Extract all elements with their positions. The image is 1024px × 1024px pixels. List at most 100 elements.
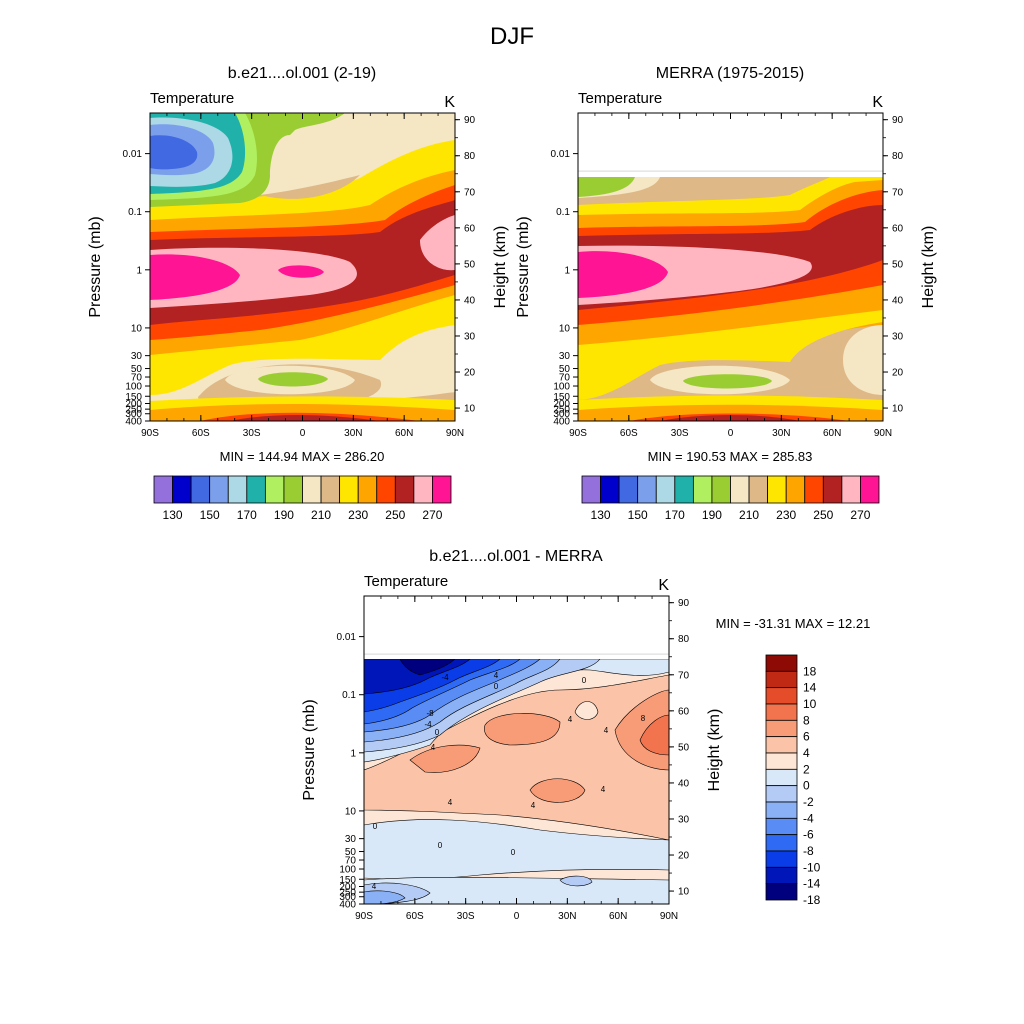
colorbar: 130 150 170 190 210 230 250 270 — [153, 475, 452, 522]
y-axis-title-right: Height (km) — [492, 226, 509, 309]
colorbar-swatch — [655, 475, 676, 504]
colorbar-label: 230 — [348, 508, 368, 522]
contour-label: 0 — [438, 841, 443, 850]
colorbar-swatch — [283, 475, 303, 504]
colorbar-label: -2 — [803, 795, 814, 809]
colorbar-label: 250 — [385, 508, 405, 522]
colorbar-swatch — [765, 834, 798, 852]
x-tick-label: 30N — [344, 428, 362, 439]
contour-label: 4 — [448, 798, 453, 807]
colorbar-swatch — [209, 475, 229, 504]
y-tick-label: 200 — [339, 882, 356, 893]
y-right-tick-label: 60 — [892, 223, 904, 234]
level-fill — [258, 372, 328, 387]
y-right-tick-label: 30 — [892, 331, 904, 342]
colorbar-label: 190 — [274, 508, 294, 522]
panel-subtitle-right: K — [444, 94, 455, 111]
y-right-tick-label: 50 — [892, 259, 904, 270]
y-right-tick-label: 70 — [678, 670, 690, 681]
panel-subtitle-left: Temperature — [578, 90, 662, 107]
level-fill — [578, 251, 668, 298]
colorbar-swatch — [581, 475, 601, 504]
contour-label: 4 — [372, 882, 377, 891]
contour-label: 4 — [568, 715, 573, 724]
colorbar-label: 10 — [803, 697, 817, 711]
colorbar-label: 270 — [422, 508, 442, 522]
contour-label: 0 — [511, 848, 516, 857]
y-axis-title-right: Height (km) — [920, 226, 937, 309]
y-tick-label: 150 — [125, 392, 142, 403]
y-tick-label: 70 — [559, 373, 571, 384]
contour-label: 0 — [373, 822, 378, 831]
y-tick-label: 30 — [131, 351, 143, 362]
y-right-tick-label: 50 — [678, 742, 690, 753]
x-tick-label: 60N — [609, 911, 627, 922]
colorbar-swatch — [302, 475, 322, 504]
colorbar-swatch — [804, 475, 824, 504]
level-fill — [278, 265, 324, 278]
colorbar: 130 150 170 190 210 230 250 270 — [581, 475, 880, 522]
contour-label: 0 — [435, 728, 440, 737]
y-tick-label: 300 — [339, 892, 356, 903]
x-tick-label: 90N — [446, 428, 464, 439]
level-fill — [574, 701, 599, 720]
colorbar-swatch — [765, 850, 798, 868]
y-tick-label: 70 — [345, 856, 357, 867]
colorbar-label: -18 — [803, 893, 821, 907]
colorbar-swatch — [711, 475, 731, 504]
y-right-tick-label: 10 — [678, 887, 690, 898]
contour-labels: -8 -4 -4 0 0 4 4 4 4 4 0 0 0 0 4 4 8 4 — [372, 671, 646, 891]
colorbar-swatch — [765, 654, 798, 672]
x-tick-label: 90S — [141, 428, 159, 439]
colorbar-label: 14 — [803, 681, 817, 695]
x-tick-label: 90N — [874, 428, 892, 439]
level-fill — [843, 325, 883, 395]
colorbar-swatch — [748, 475, 769, 504]
x-tick-label: 30N — [558, 911, 576, 922]
colorbar-label: 8 — [803, 713, 810, 727]
panel-obs: MERRA (1975-2015) Temperature K — [515, 65, 937, 522]
x-tick-label: 0 — [300, 428, 306, 439]
colorbar-label: 210 — [739, 508, 759, 522]
colorbar-swatch — [860, 475, 880, 504]
contour-label: 4 — [494, 671, 499, 680]
y-tick-label: 0.1 — [556, 207, 570, 218]
colorbar-swatch — [320, 475, 341, 504]
stats-text: MIN = -31.31 MAX = 12.21 — [716, 616, 871, 631]
colorbar-label: 210 — [311, 508, 331, 522]
y-right-tick-label: 90 — [892, 115, 904, 126]
y-right-tick-label: 60 — [678, 706, 690, 717]
panel-subtitle-left: Temperature — [364, 573, 448, 590]
y-right-tick-label: 40 — [464, 295, 476, 306]
colorbar-swatch — [841, 475, 861, 504]
y-axis-right: 90 80 70 60 50 40 30 20 10 — [455, 115, 476, 415]
y-right-tick-label: 60 — [464, 223, 476, 234]
x-tick-label: 30N — [772, 428, 790, 439]
colorbar-label: 170 — [665, 508, 685, 522]
level-fill — [260, 175, 360, 199]
colorbar-swatch — [767, 475, 787, 504]
x-axis: 90S 60S 30S 0 30N 60N 90N — [355, 596, 678, 922]
level-fill — [420, 327, 455, 393]
colorbar-swatch — [600, 475, 620, 504]
contour-fill-area — [150, 113, 455, 421]
panel-title: b.e21....ol.001 - MERRA — [429, 548, 603, 565]
colorbar-swatch — [692, 475, 713, 504]
panel-subtitle-right: K — [872, 94, 883, 111]
y-right-tick-label: 20 — [464, 368, 476, 379]
y-tick-label: 50 — [345, 847, 357, 858]
colorbar-label: 4 — [803, 746, 810, 760]
colorbar-swatch — [339, 475, 359, 504]
colorbar-swatch — [376, 475, 396, 504]
y-right-tick-label: 30 — [678, 814, 690, 825]
y-tick-label: 1 — [564, 265, 570, 276]
x-tick-label: 60S — [192, 428, 210, 439]
colorbar-swatch — [413, 475, 433, 504]
y-tick-label: 300 — [125, 409, 142, 420]
level-fill — [420, 215, 455, 271]
y-right-tick-label: 80 — [892, 151, 904, 162]
x-axis: 90S 60S 30S 0 30N 60N 90N — [141, 113, 464, 439]
x-tick-label: 90S — [569, 428, 587, 439]
